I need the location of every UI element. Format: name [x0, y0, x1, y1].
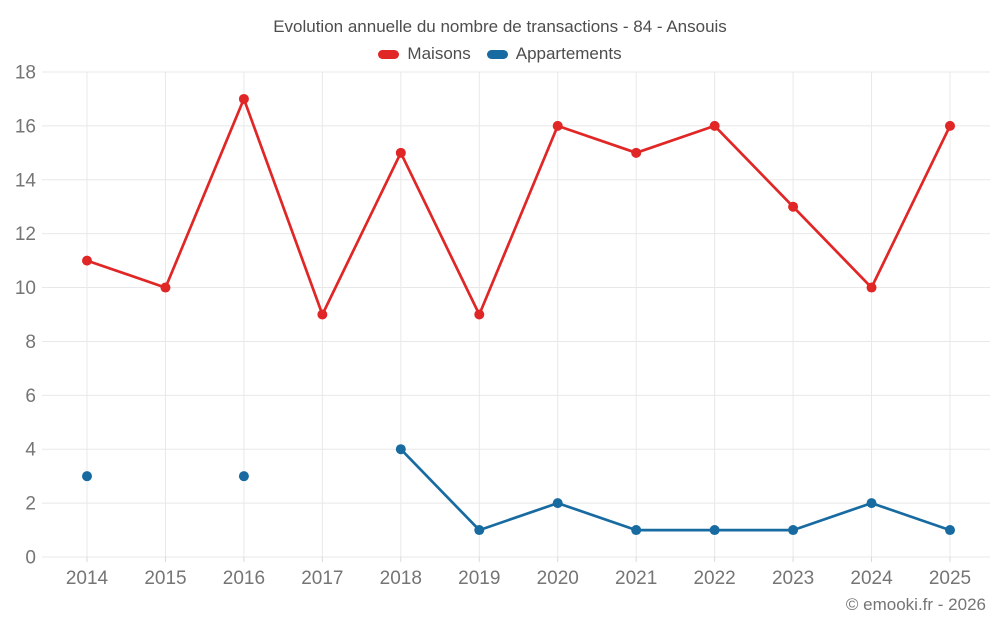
- chart-title: Evolution annuelle du nombre de transact…: [273, 17, 727, 36]
- legend: Maisons Appartements: [0, 44, 1000, 64]
- x-axis-label: 2021: [615, 568, 657, 589]
- x-axis-label: 2016: [223, 568, 265, 589]
- y-axis-label: 6: [25, 386, 36, 407]
- x-axis-label: 2024: [850, 568, 893, 589]
- x-axis-label: 2014: [66, 568, 109, 589]
- y-axis-label: 10: [15, 278, 36, 299]
- data-point-appartements-2020[interactable]: [552, 498, 563, 509]
- series-line-maisons: [85, 97, 952, 316]
- legend-swatch-appartements-icon: [486, 49, 508, 59]
- data-point-maisons-2019[interactable]: [474, 309, 485, 320]
- legend-item-appartements[interactable]: Appartements: [486, 44, 622, 64]
- data-point-maisons-2017[interactable]: [317, 309, 328, 320]
- y-axis-label: 14: [15, 170, 37, 191]
- y-axis-label: 0: [25, 548, 36, 569]
- data-point-maisons-2020[interactable]: [552, 120, 563, 131]
- series-line-appartements: [399, 447, 952, 532]
- legend-label-maisons: Maisons: [407, 44, 471, 63]
- x-axis-label: 2018: [380, 568, 422, 589]
- y-axis-label: 2: [25, 494, 36, 515]
- x-axis-label: 2019: [458, 568, 500, 589]
- y-axis-label: 4: [25, 440, 36, 461]
- data-point-appartements-2019[interactable]: [474, 525, 485, 536]
- x-axis-label: 2025: [929, 568, 971, 589]
- data-point-maisons-2016[interactable]: [238, 93, 249, 104]
- data-point-appartements-2025[interactable]: [945, 525, 955, 536]
- x-axis-label: 2022: [693, 568, 735, 589]
- legend-swatch-maisons-icon: [378, 49, 400, 59]
- data-point-maisons-2024[interactable]: [866, 282, 877, 293]
- data-point-appartements-2023[interactable]: [788, 525, 799, 536]
- data-point-appartements-2014[interactable]: [82, 471, 92, 482]
- y-axis-label: 8: [25, 332, 36, 353]
- copyright-text: © emooki.fr - 2026: [845, 595, 986, 614]
- y-axis-label: 12: [15, 224, 36, 245]
- data-point-maisons-2015[interactable]: [160, 282, 171, 293]
- legend-label-appartements: Appartements: [515, 44, 622, 63]
- legend-item-maisons[interactable]: Maisons: [378, 44, 471, 64]
- data-point-appartements-2016[interactable]: [238, 471, 249, 482]
- x-axis-label: 2023: [772, 568, 814, 589]
- y-axis-label: 16: [15, 116, 36, 137]
- x-axis-label: 2017: [301, 568, 343, 589]
- data-point-maisons-2014[interactable]: [82, 255, 92, 266]
- data-point-appartements-2022[interactable]: [709, 525, 720, 536]
- data-point-appartements-2024[interactable]: [866, 498, 877, 509]
- x-axis-label: 2015: [144, 568, 186, 589]
- x-axis-label: 2020: [537, 568, 579, 589]
- data-point-appartements-2018[interactable]: [395, 444, 406, 455]
- data-point-maisons-2022[interactable]: [709, 120, 720, 131]
- data-point-maisons-2018[interactable]: [395, 147, 406, 158]
- data-point-maisons-2025[interactable]: [945, 120, 955, 131]
- y-axis-label: 18: [15, 63, 36, 84]
- data-point-maisons-2023[interactable]: [788, 201, 799, 212]
- data-point-maisons-2021[interactable]: [631, 147, 642, 158]
- data-point-appartements-2021[interactable]: [631, 525, 642, 536]
